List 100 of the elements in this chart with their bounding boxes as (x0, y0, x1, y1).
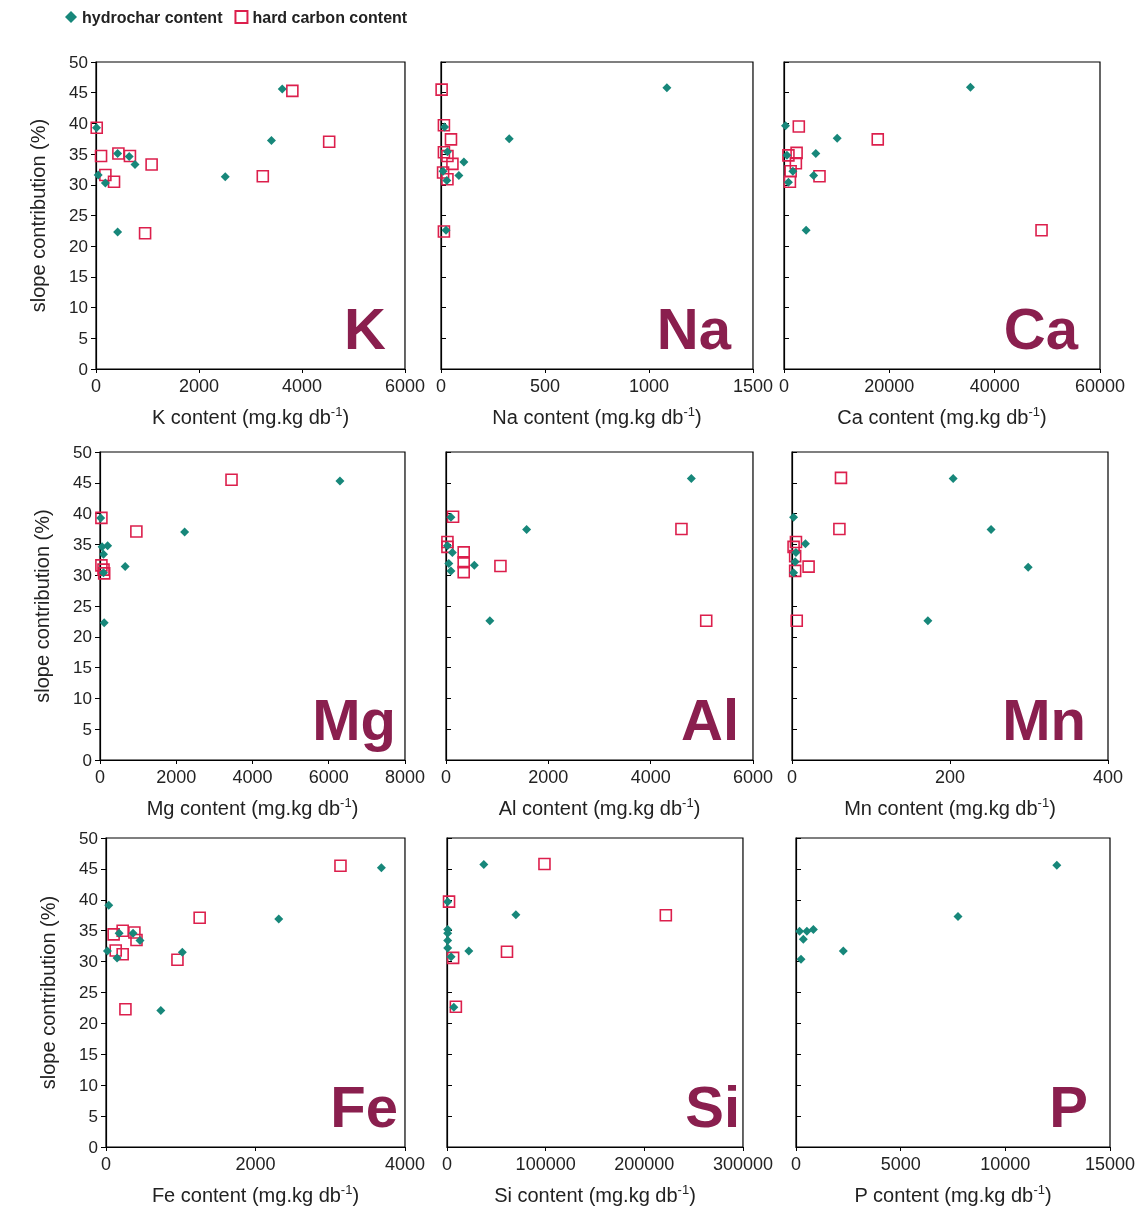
point (99, 618, 109, 628)
x-tick-label: 60000 (1074, 376, 1126, 396)
point (795, 926, 805, 936)
point (447, 547, 457, 557)
y-tick-label: 25 (69, 206, 88, 225)
point (441, 535, 454, 549)
y-tick-label: 0 (88, 1137, 98, 1157)
point (813, 169, 826, 183)
point (114, 928, 124, 938)
point (838, 946, 848, 956)
annotation: K (344, 295, 387, 361)
point (437, 225, 451, 238)
point (100, 178, 110, 188)
point (156, 1005, 166, 1015)
annotation: Al (681, 686, 739, 752)
y-tick-label: 0 (78, 359, 88, 379)
point (335, 476, 345, 486)
point (376, 863, 386, 873)
point (796, 954, 806, 964)
point (107, 175, 121, 189)
x-tick-label: 40000 (969, 376, 1020, 396)
point (443, 943, 453, 953)
x-tick-label: 2000 (235, 1154, 276, 1174)
x-tick-label: 2000 (528, 767, 569, 787)
point (104, 900, 114, 910)
point (789, 568, 799, 578)
annotation: Mn (1002, 686, 1087, 752)
point (457, 565, 470, 579)
point (446, 566, 456, 576)
point (113, 227, 123, 237)
point (274, 914, 284, 924)
y-tick-label: 15 (73, 658, 92, 678)
y-tick-label: 30 (79, 952, 98, 972)
point (1052, 860, 1062, 870)
point (135, 936, 145, 946)
x-tick-label: 1500 (732, 376, 773, 396)
y-tick-label: 45 (73, 473, 92, 493)
point (792, 120, 806, 133)
y-tick-label: 45 (69, 83, 88, 103)
point (833, 522, 846, 536)
point (116, 924, 129, 937)
point (109, 944, 123, 957)
point (800, 539, 810, 549)
point (334, 859, 347, 873)
point (1023, 562, 1033, 572)
point (437, 145, 451, 159)
point (485, 616, 495, 626)
x-tick-label: 500 (529, 376, 561, 396)
point (459, 157, 469, 167)
point (145, 158, 158, 171)
point (538, 857, 551, 871)
annotation: Ca (1003, 295, 1079, 361)
annotation: Mg (312, 686, 397, 752)
point (97, 542, 107, 552)
point (789, 512, 799, 522)
point (138, 227, 152, 240)
point (440, 122, 450, 132)
point (446, 512, 456, 522)
y-tick-label: 5 (82, 719, 92, 739)
point (435, 83, 448, 96)
point (464, 946, 474, 956)
point (130, 525, 143, 538)
point (112, 953, 122, 963)
x-tick-label: 200000 (614, 1154, 675, 1174)
point (446, 952, 456, 962)
point (500, 945, 514, 959)
y-tick-label: 30 (69, 175, 88, 195)
point (789, 535, 803, 549)
point (256, 169, 270, 183)
point (788, 166, 798, 176)
y-tick-label: 5 (88, 1106, 98, 1126)
x-tick-label: 0 (790, 1154, 802, 1174)
point (441, 172, 454, 186)
point (504, 134, 514, 144)
y-tick-label: 35 (69, 144, 88, 164)
x-tick-label: 6000 (384, 376, 425, 396)
point (120, 562, 130, 572)
legend-label: hydrochar content (82, 8, 224, 26)
point (511, 910, 521, 920)
point (180, 527, 190, 537)
x-tick-label: 4000 (384, 1154, 425, 1174)
point (177, 947, 187, 957)
point (923, 616, 933, 626)
x-tick-label: 0 (441, 1154, 453, 1174)
y-tick-label: 35 (79, 921, 98, 941)
point (790, 614, 804, 628)
point (442, 147, 452, 157)
point (107, 928, 120, 941)
y-tick-label: 50 (79, 828, 98, 848)
annotation: Na (656, 295, 732, 361)
x-tick-label: 100000 (515, 1154, 576, 1174)
point (99, 168, 112, 182)
y-tick-label: 20 (79, 1013, 98, 1033)
x-tick-label: 6000 (732, 767, 773, 787)
point (94, 149, 108, 163)
y-tick-label: 20 (69, 236, 88, 256)
point (116, 947, 129, 961)
point (788, 549, 802, 563)
point (449, 1002, 459, 1012)
point (871, 133, 885, 146)
